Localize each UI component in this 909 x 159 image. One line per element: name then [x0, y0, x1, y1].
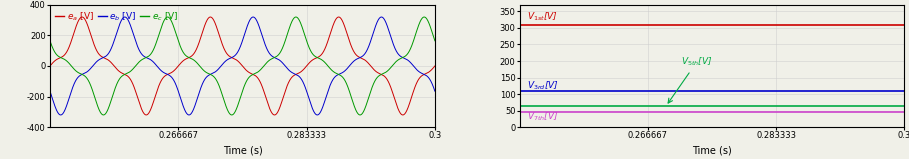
Legend: $e_a$ [V], $e_b$ [V], $e_c$ [V]: $e_a$ [V], $e_b$ [V], $e_c$ [V]	[55, 9, 179, 24]
X-axis label: Time (s): Time (s)	[692, 146, 732, 156]
Text: $V_{3rd}$[V]: $V_{3rd}$[V]	[527, 80, 559, 92]
Text: $V_{5th}$[V]: $V_{5th}$[V]	[668, 55, 713, 103]
X-axis label: Time (s): Time (s)	[223, 146, 263, 156]
Text: $V_{1st}$[V]: $V_{1st}$[V]	[527, 11, 558, 24]
Text: $V_{7th}$[V]: $V_{7th}$[V]	[527, 111, 559, 123]
